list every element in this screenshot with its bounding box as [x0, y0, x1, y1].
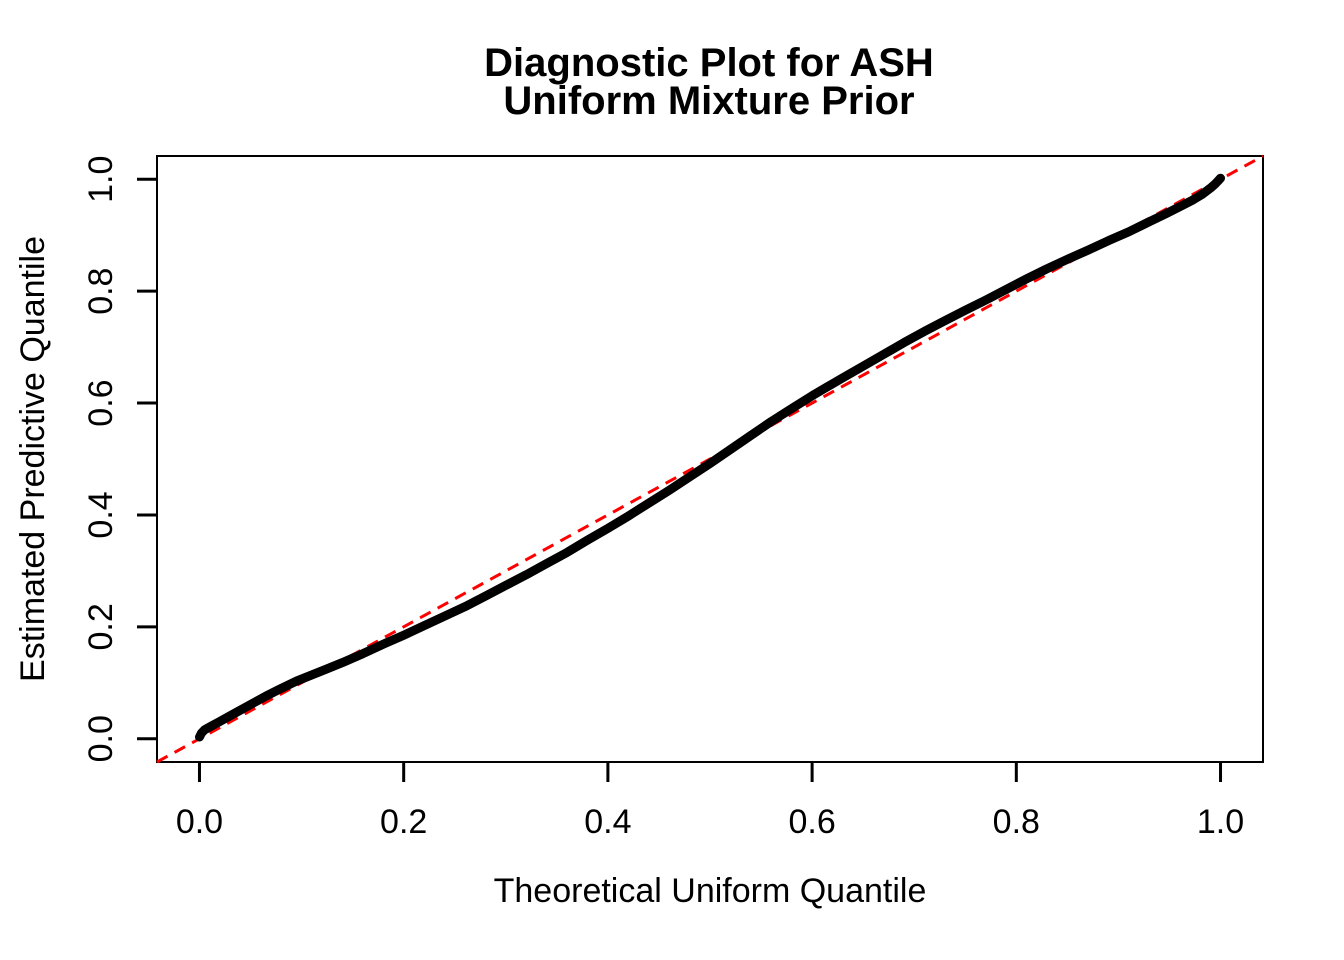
x-axis-title: Theoretical Uniform Quantile: [494, 872, 927, 910]
y-axis-tick-labels: 0.0 0.2 0.4 0.6 0.8 1.0: [82, 156, 120, 763]
plot-box: [156, 155, 1264, 763]
x-tick-label: 1.0: [1197, 803, 1244, 841]
x-tick-label: 0.8: [993, 803, 1040, 841]
x-axis-ticks: [197, 762, 1223, 782]
x-tick-label: 0.6: [788, 803, 835, 841]
plot-title-line2: Uniform Mixture Prior: [503, 79, 914, 123]
y-axis-ticks: [137, 177, 157, 741]
plot-title-line1: Diagnostic Plot for ASH: [484, 41, 934, 85]
y-tick-label: 0.0: [82, 715, 120, 762]
x-tick-label: 0.2: [380, 803, 427, 841]
y-tick-label: 1.0: [82, 156, 120, 203]
x-tick-label: 0.0: [176, 803, 223, 841]
y-tick-label: 0.2: [82, 603, 120, 650]
y-tick-label: 0.4: [82, 491, 120, 538]
y-axis-title: Estimated Predictive Quantile: [14, 236, 52, 682]
estimated-quantile-curve: [195, 173, 1225, 742]
x-axis-tick-labels: 0.0 0.2 0.4 0.6 0.8 1.0: [176, 803, 1244, 841]
y-tick-label: 0.8: [82, 268, 120, 315]
x-tick-label: 0.4: [584, 803, 631, 841]
y-tick-label: 0.6: [82, 379, 120, 426]
